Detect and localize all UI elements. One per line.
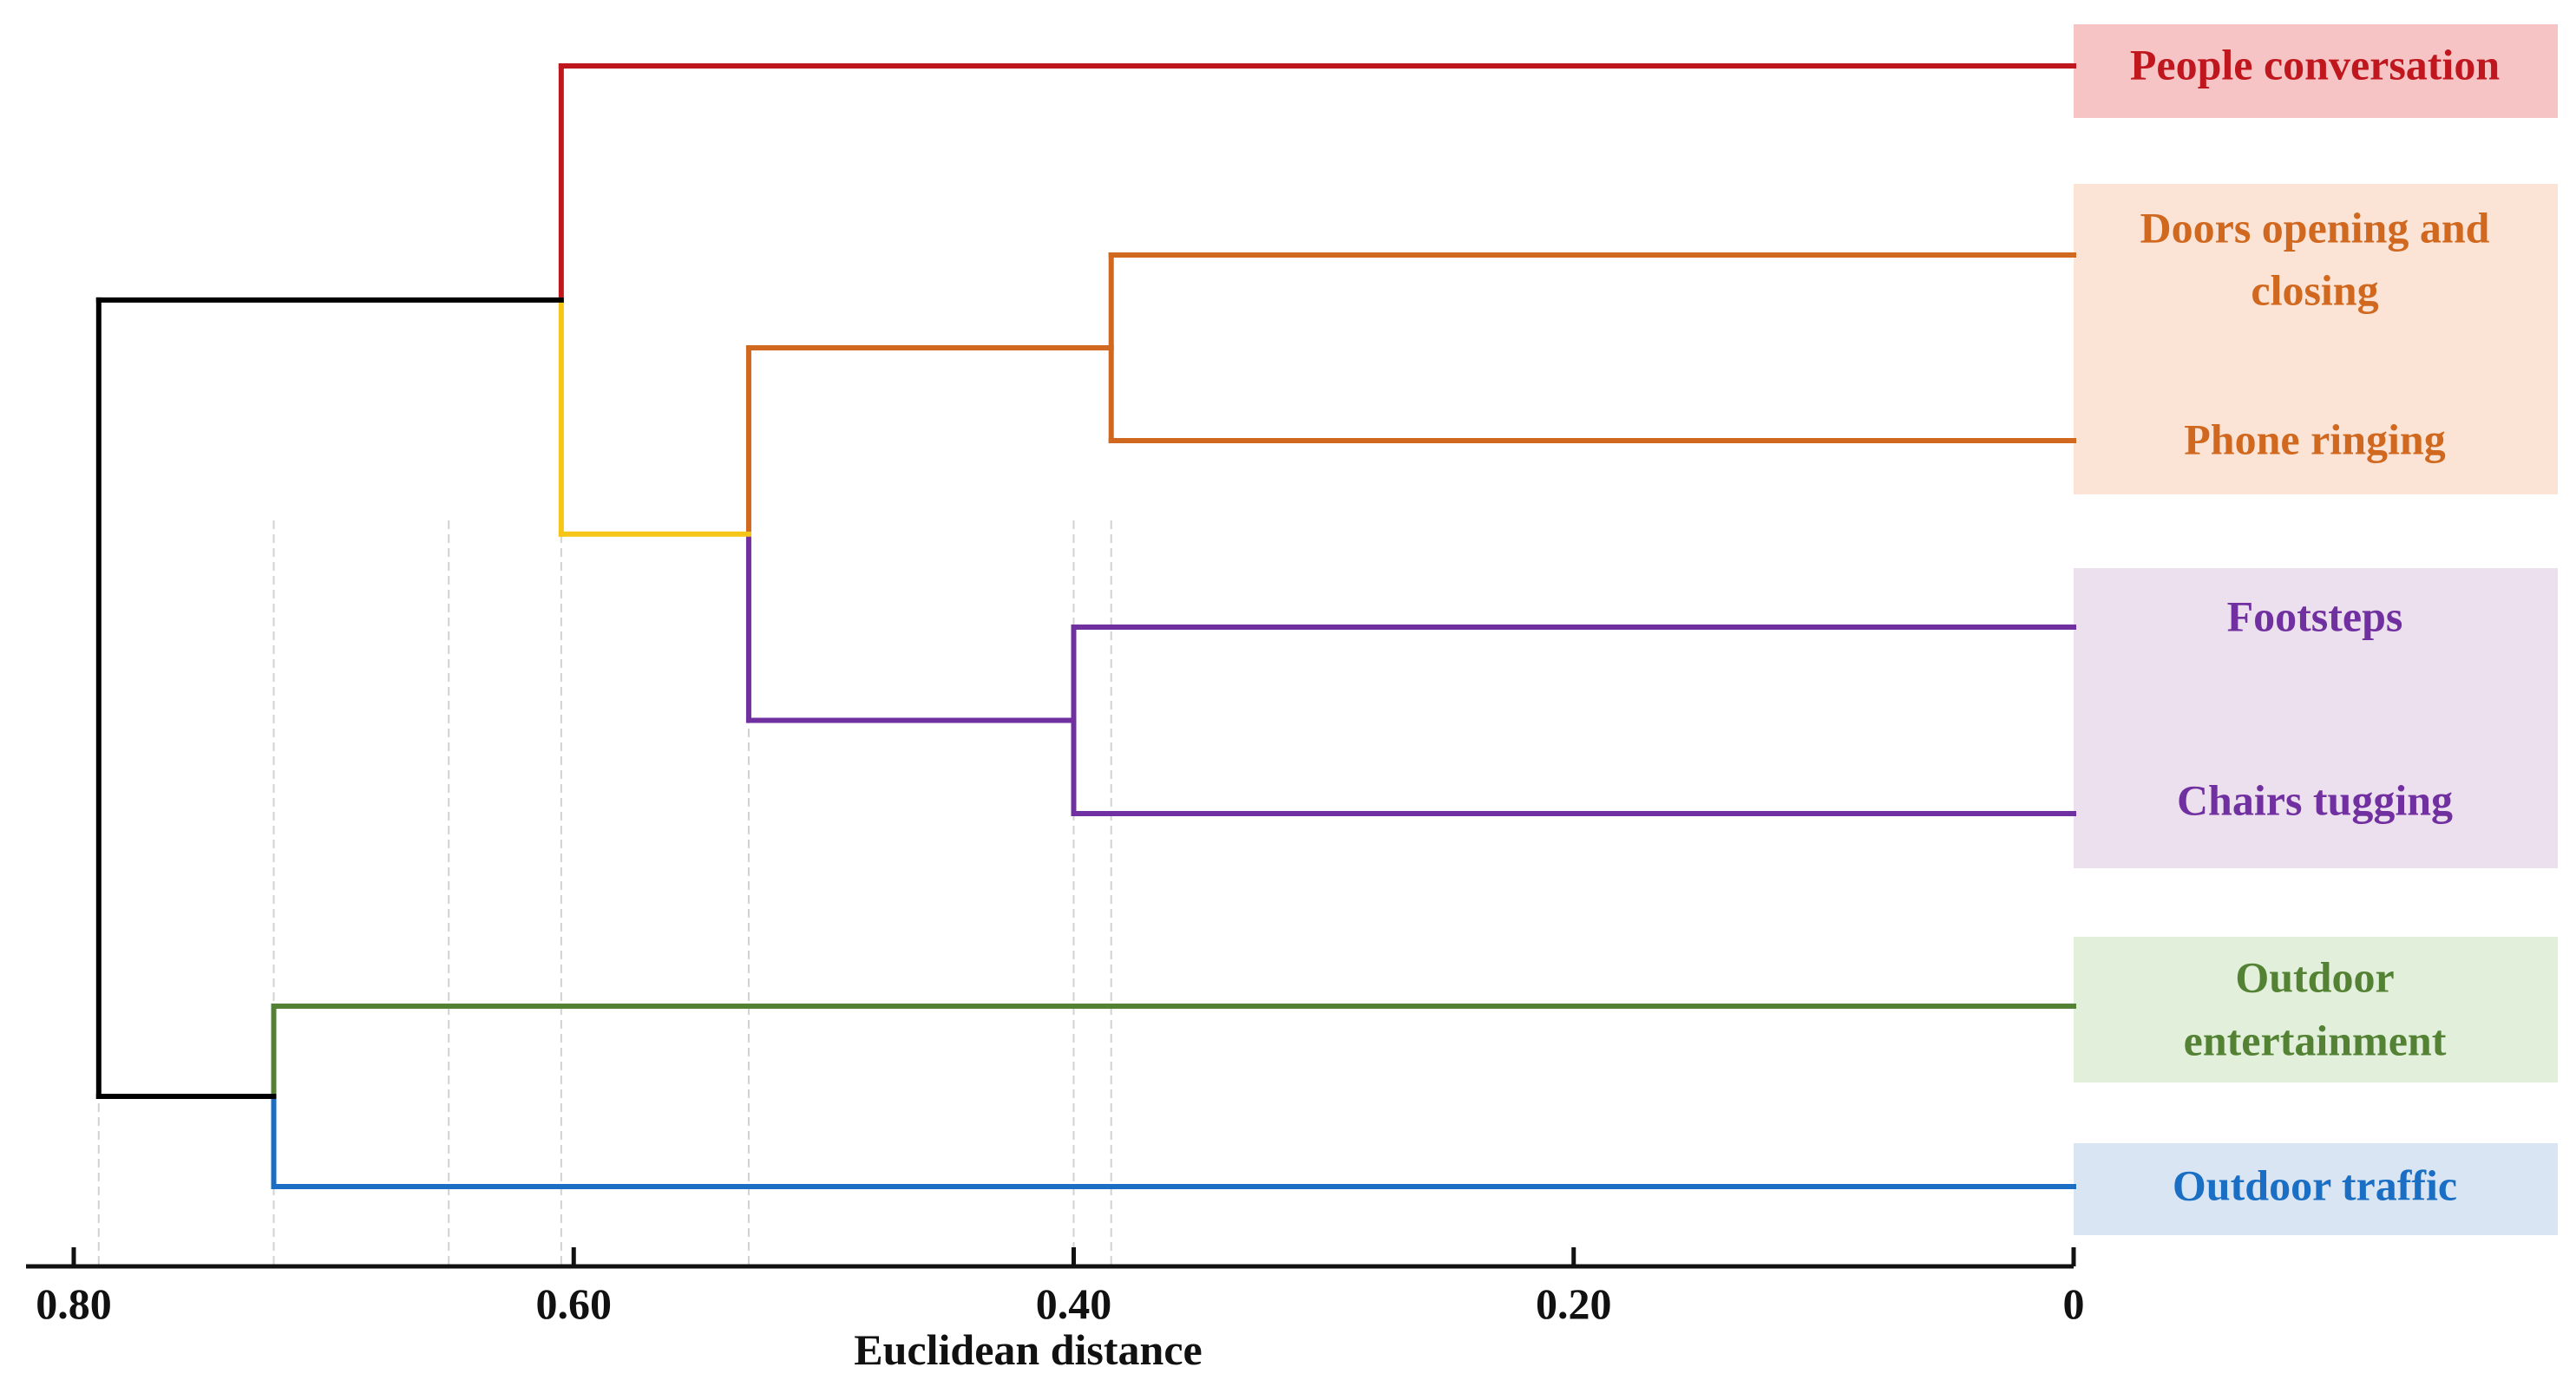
x-tick-label: 0.80 xyxy=(36,1279,112,1328)
leaf-label-people: People conversation xyxy=(2130,40,2501,88)
leaf-labels: People conversation Doors opening and clos… xyxy=(2130,40,2501,1209)
label-box-doors-phone xyxy=(2074,184,2558,494)
leaf-label-footsteps: Footsteps xyxy=(2227,592,2403,640)
x-axis-title: Euclidean distance xyxy=(854,1325,1202,1374)
label-box-outent xyxy=(2074,937,2558,1082)
x-tick-label: 0.40 xyxy=(1036,1279,1112,1328)
dendrogram-branches xyxy=(95,63,2076,1189)
x-axis: 0.80 0.60 0.40 0.20 0 xyxy=(26,1247,2085,1328)
label-boxes xyxy=(2074,24,2558,1235)
label-box-footsteps-chairs xyxy=(2074,568,2558,868)
leaf-label-phone: Phone ringing xyxy=(2184,415,2445,463)
x-tick-label: 0 xyxy=(2063,1279,2085,1328)
label-box-outtraffic xyxy=(2074,1143,2558,1235)
x-tick-label: 0.20 xyxy=(1536,1279,1612,1328)
leaf-label-doors: Doors opening and xyxy=(2140,203,2490,252)
guide-lines xyxy=(97,520,1112,1266)
leaf-label-chairs: Chairs tugging xyxy=(2177,775,2453,824)
leaf-label-outent: Outdoor xyxy=(2235,952,2394,1001)
leaf-label-outtraffic: Outdoor traffic xyxy=(2173,1161,2457,1209)
leaf-label-doors: closing xyxy=(2251,265,2378,314)
label-box-people xyxy=(2074,24,2558,118)
x-tick-label: 0.60 xyxy=(536,1279,613,1328)
leaf-label-outent: entertainment xyxy=(2184,1016,2447,1064)
